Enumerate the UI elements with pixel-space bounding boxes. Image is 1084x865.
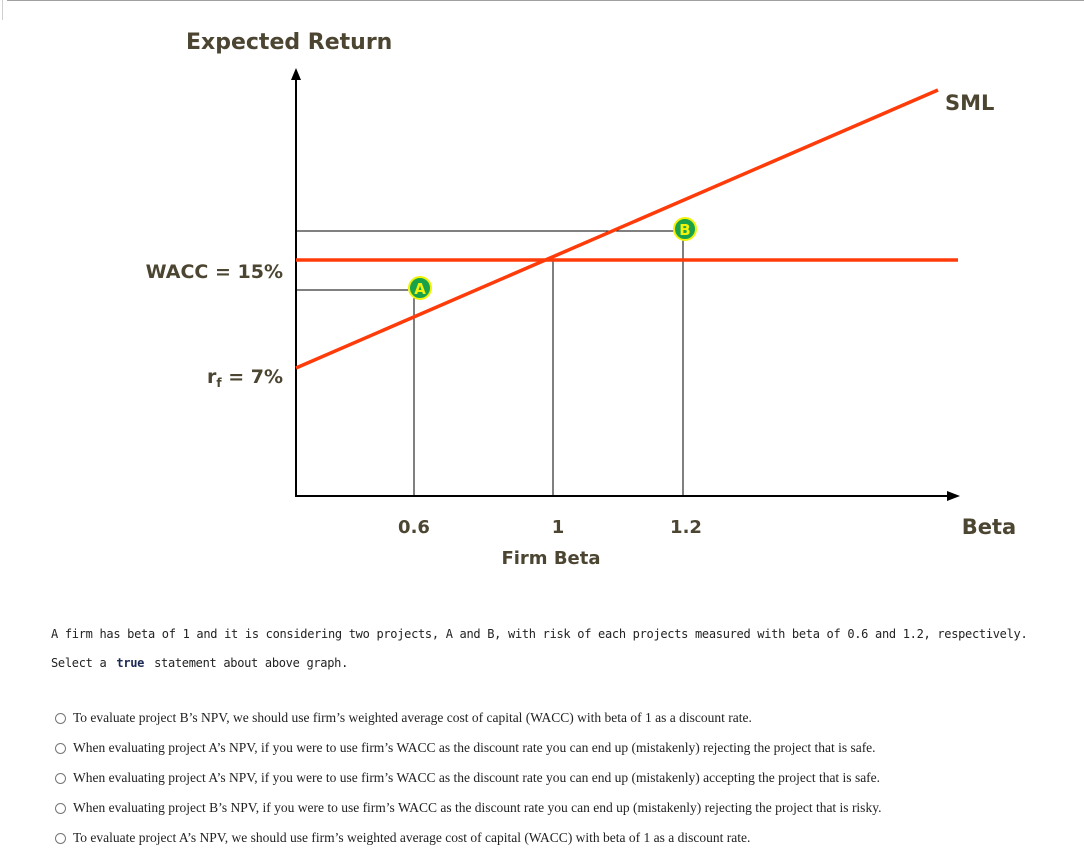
answer-options: To evaluate project B’s NPV, we should u… xyxy=(55,703,881,853)
answer-option-4[interactable]: When evaluating project B’s NPV, if you … xyxy=(55,793,881,823)
question-text: A firm has beta of 1 and it is consideri… xyxy=(51,620,1028,678)
sml-label: SML xyxy=(945,91,994,115)
x-tick-1-2: 1.2 xyxy=(670,517,702,538)
radio-button[interactable] xyxy=(55,712,66,724)
point-a-label: A xyxy=(414,280,426,298)
firm-beta-label: Firm Beta xyxy=(501,548,600,569)
point-b-label: B xyxy=(679,221,690,239)
sml-line xyxy=(295,88,939,370)
answer-option-3[interactable]: When evaluating project A’s NPV, if you … xyxy=(55,763,881,793)
answer-option-1[interactable]: To evaluate project B’s NPV, we should u… xyxy=(55,703,881,733)
x-axis-label: Beta xyxy=(962,515,1016,539)
x-tick-1: 1 xyxy=(552,517,565,538)
answer-option-5[interactable]: To evaluate project A’s NPV, we should u… xyxy=(55,823,881,853)
radio-button[interactable] xyxy=(55,772,66,784)
answer-option-2[interactable]: When evaluating project A’s NPV, if you … xyxy=(55,733,881,763)
true-emphasis: true xyxy=(116,656,145,670)
radio-button[interactable] xyxy=(55,742,66,754)
wacc-label: WACC = 15% xyxy=(146,261,283,283)
question-line-1: A firm has beta of 1 and it is consideri… xyxy=(51,627,1028,641)
radio-button[interactable] xyxy=(55,832,66,844)
sml-chart: A B Expected Return SML WACC = 15% rf = … xyxy=(146,30,1017,569)
y-axis-arrow-icon xyxy=(291,68,301,80)
x-tick-0-6: 0.6 xyxy=(398,517,430,538)
x-axis-arrow-icon xyxy=(947,491,960,501)
y-axis-label: Expected Return xyxy=(186,30,392,55)
frame-border-top xyxy=(7,0,1084,1)
point-b: B xyxy=(673,217,697,241)
rf-label: rf = 7% xyxy=(207,366,283,390)
frame-border-left xyxy=(2,0,3,20)
radio-button[interactable] xyxy=(55,802,66,814)
question-line-2: Select a true statement about above graph. xyxy=(51,656,348,670)
point-a: A xyxy=(408,276,432,300)
